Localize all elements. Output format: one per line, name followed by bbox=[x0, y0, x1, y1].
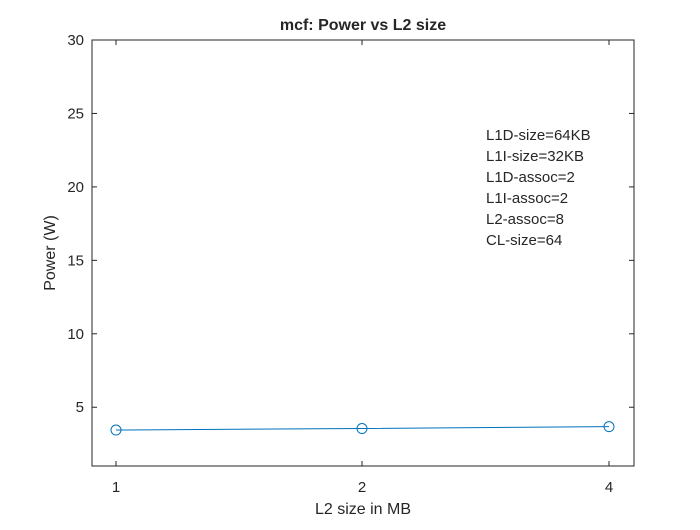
series-line bbox=[115, 426, 610, 431]
config-annotation: L1D-size=64KB L1I-size=32KB L1D-assoc=2 L1I… bbox=[486, 127, 591, 249]
x-tick-label: 2 bbox=[358, 479, 366, 496]
x-tick-label: 4 bbox=[605, 479, 613, 496]
y-tick-label: 15 bbox=[67, 252, 84, 269]
y-tick-label: 30 bbox=[67, 32, 84, 49]
y-tick-label: 20 bbox=[67, 179, 84, 196]
y-axis-label: Power (W) bbox=[42, 215, 59, 291]
data-point-marker bbox=[603, 421, 615, 433]
plot-area bbox=[91, 39, 635, 467]
x-axis-ticks: 1 2 4 bbox=[112, 40, 613, 496]
x-axis-label: L2 size in MB bbox=[315, 501, 411, 518]
chart-title: mcf: Power vs L2 size bbox=[280, 17, 446, 34]
annotation-line: L2-assoc=8 bbox=[486, 211, 564, 228]
annotation-line: L1D-assoc=2 bbox=[486, 169, 575, 186]
y-tick-label: 25 bbox=[67, 105, 84, 122]
x-tick-label: 1 bbox=[112, 479, 120, 496]
y-tick-label: 10 bbox=[67, 326, 84, 343]
series-group bbox=[110, 421, 615, 436]
annotation-line: CL-size=64 bbox=[486, 232, 562, 249]
annotation-line: L1I-size=32KB bbox=[486, 148, 584, 165]
data-point-marker bbox=[110, 424, 122, 436]
annotation-line: L1I-assoc=2 bbox=[486, 190, 568, 207]
y-axis-ticks: 5 10 15 20 25 30 bbox=[67, 32, 634, 416]
annotation-line: L1D-size=64KB bbox=[486, 127, 591, 144]
y-tick-label: 5 bbox=[76, 399, 84, 416]
data-point-marker bbox=[356, 423, 368, 435]
